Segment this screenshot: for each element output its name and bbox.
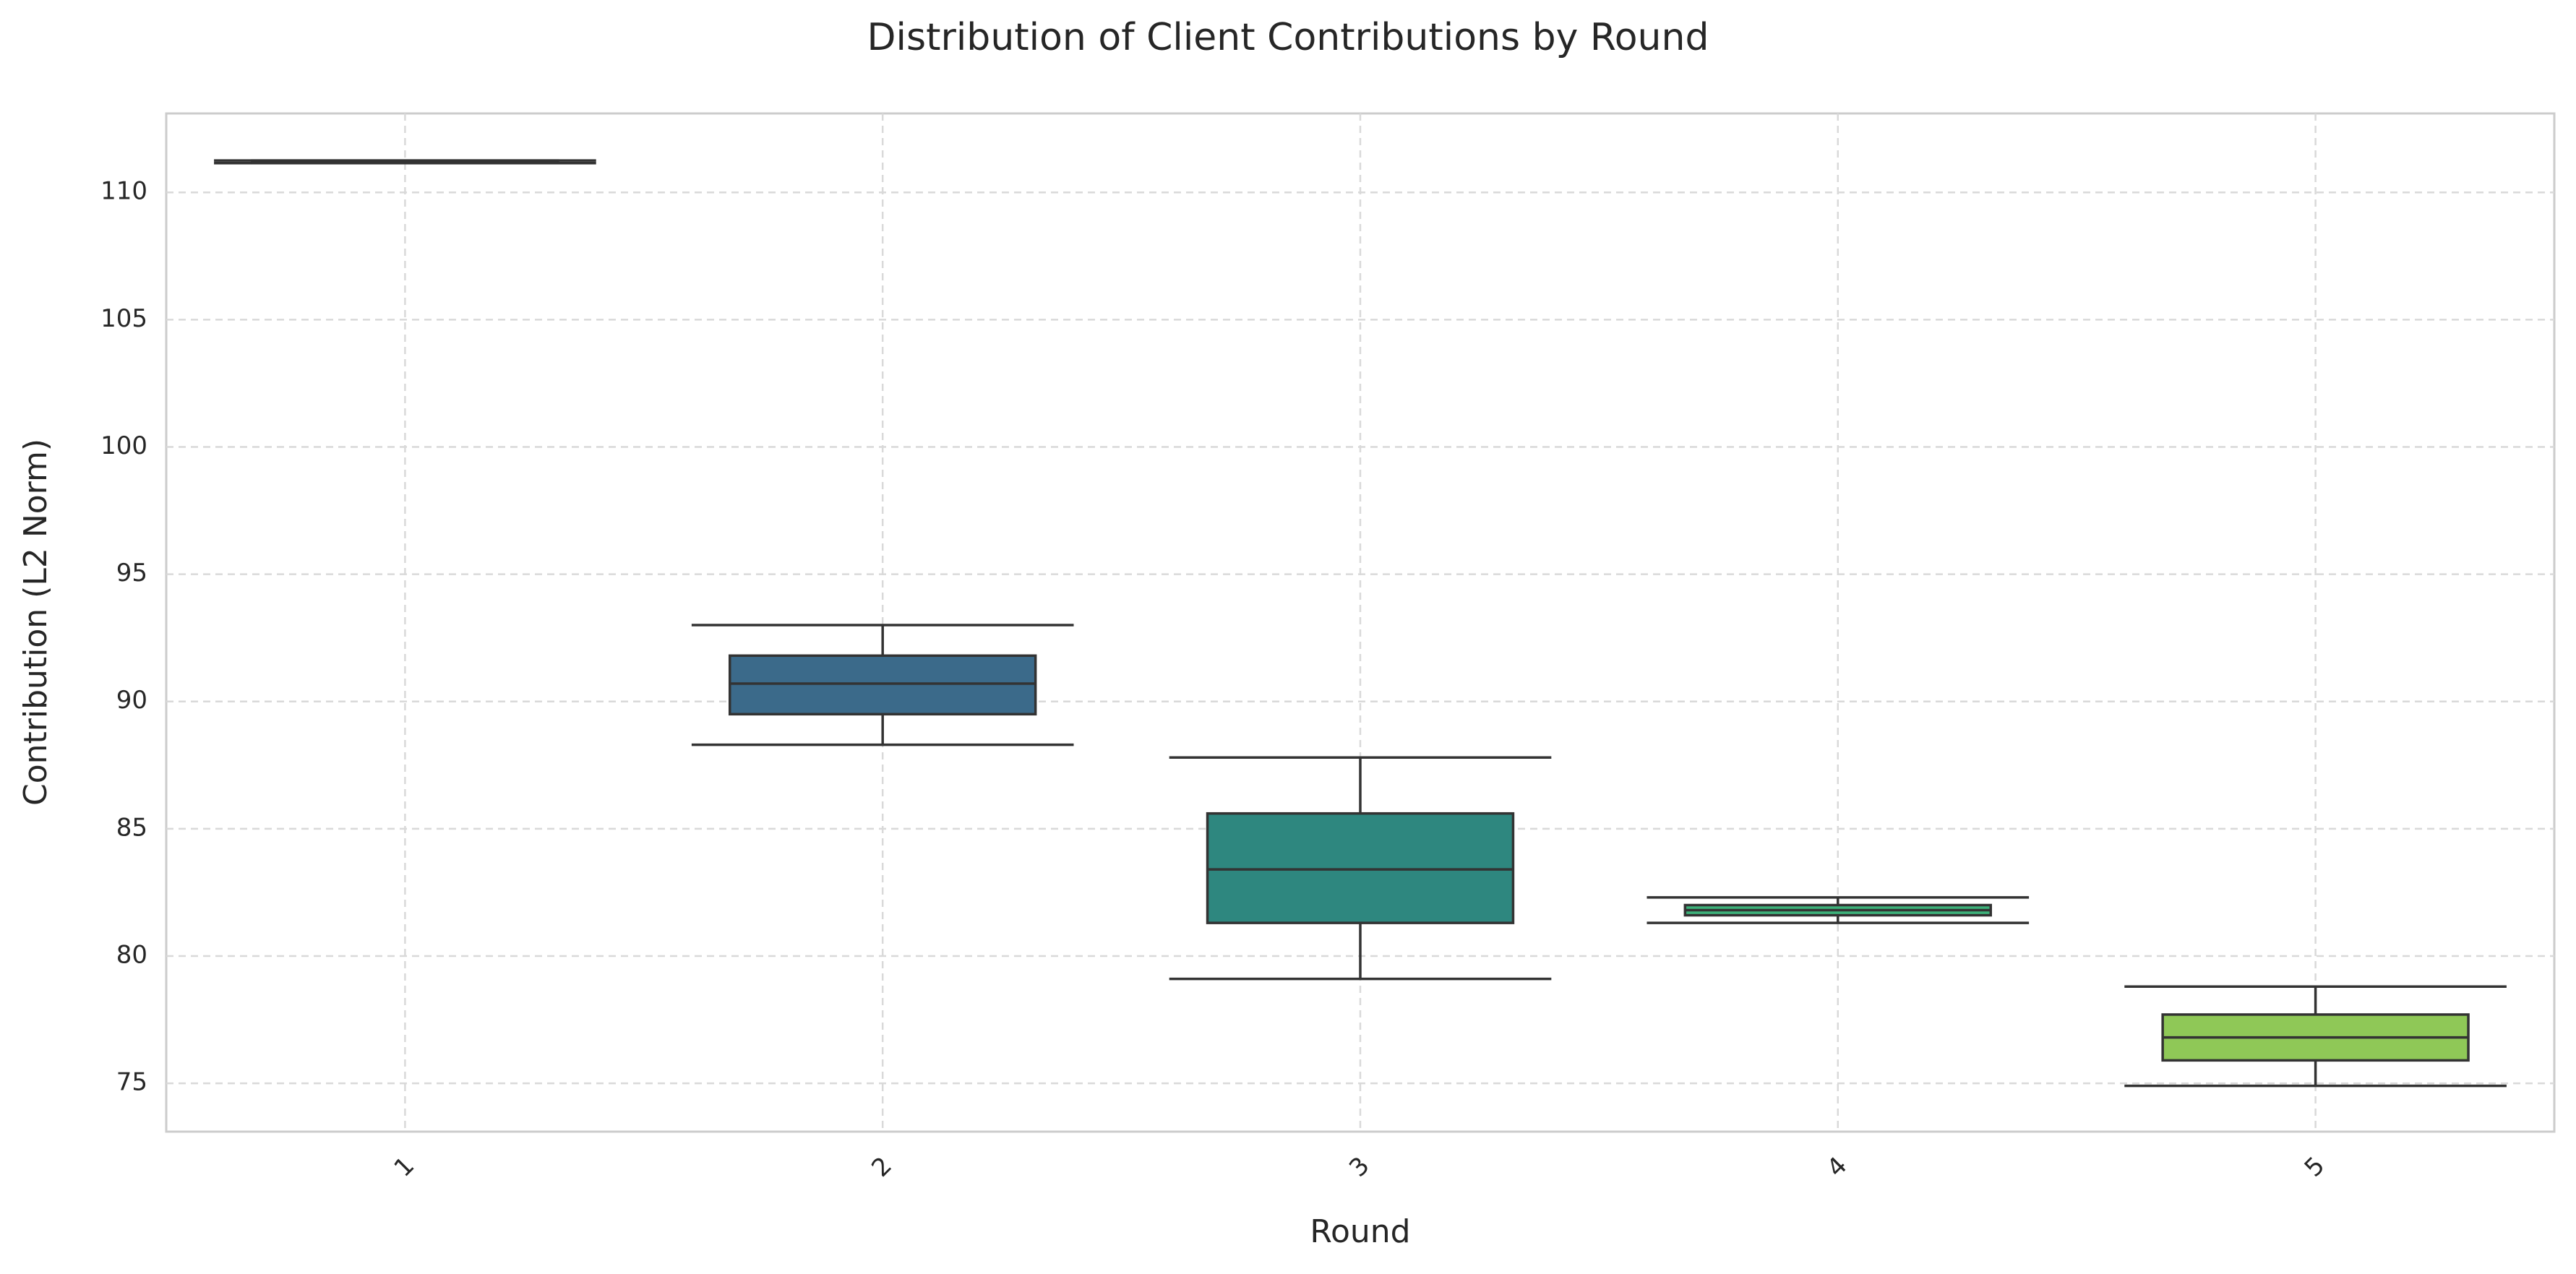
x-tick-label: 5 [2299,1151,2331,1183]
y-tick-label: 110 [100,177,147,206]
box [1206,812,1515,924]
x-tick-label: 2 [866,1151,898,1183]
box [728,654,1037,716]
x-tick-label: 4 [1821,1151,1853,1183]
x-axis-label: Round [1310,1213,1410,1250]
y-tick-label: 90 [116,686,147,715]
y-tick-label: 105 [100,304,147,333]
y-axis-label: Contribution (L2 Norm) [17,439,54,806]
y-tick-label: 75 [116,1068,147,1097]
y-tick-label: 95 [116,559,147,587]
chart-title: Distribution of Client Contributions by … [867,16,1709,59]
y-tick-label: 85 [116,813,147,842]
y-tick-label: 100 [100,431,147,460]
y-tick-label: 80 [116,940,147,969]
x-tick-label: 1 [389,1151,421,1183]
x-tick-label: 3 [1344,1151,1375,1183]
